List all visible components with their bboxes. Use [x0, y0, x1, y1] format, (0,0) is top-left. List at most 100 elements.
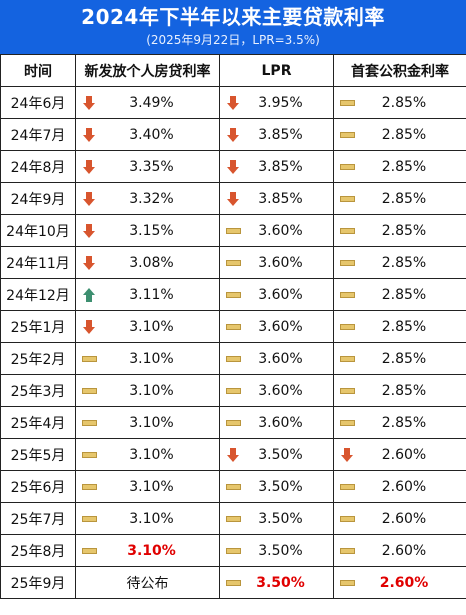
- fund-value: 2.85%: [381, 382, 427, 399]
- fund-value: 2.85%: [381, 126, 427, 143]
- flat-dash-icon: [338, 414, 356, 432]
- mortgage-value: 3.10%: [129, 414, 174, 431]
- month-cell: 25年6月: [0, 470, 76, 503]
- mortgage-value: 3.10%: [129, 478, 174, 495]
- mortgage-value: 3.11%: [129, 286, 174, 303]
- mortgage-cell: 3.32%: [75, 182, 220, 215]
- flat-dash-icon: [338, 222, 356, 240]
- table-row: 24年11月 3.08% 3.60% 2.85%: [0, 246, 466, 279]
- arrow-down-icon: [80, 126, 98, 144]
- lpr-value: 3.60%: [258, 254, 303, 271]
- mortgage-value: 待公布: [126, 575, 169, 592]
- flat-dash-icon: [224, 574, 242, 592]
- flat-dash-icon: [80, 350, 98, 368]
- lpr-value: 3.50%: [258, 446, 303, 463]
- fund-value: 2.85%: [381, 350, 427, 367]
- flat-dash-icon: [338, 510, 356, 528]
- mortgage-value: 3.10%: [129, 510, 174, 527]
- month-cell: 24年11月: [0, 246, 76, 279]
- lpr-cell: 3.50%: [219, 502, 334, 535]
- fund-value: 2.85%: [381, 414, 427, 431]
- lpr-cell: 3.50%: [219, 566, 334, 599]
- mortgage-value: 3.08%: [129, 254, 174, 271]
- fund-cell: 2.85%: [333, 182, 466, 215]
- fund-value: 2.60%: [381, 446, 427, 463]
- flat-dash-icon: [224, 350, 242, 368]
- lpr-value: 3.60%: [258, 222, 303, 239]
- lpr-value: 3.50%: [258, 542, 303, 559]
- fund-cell: 2.85%: [333, 118, 466, 151]
- mortgage-value: 3.10%: [127, 542, 176, 559]
- fund-value: 2.85%: [381, 286, 427, 303]
- lpr-value: 3.60%: [258, 414, 303, 431]
- fund-value: 2.60%: [381, 510, 427, 527]
- mortgage-value: 3.15%: [129, 222, 174, 239]
- fund-cell: 2.60%: [333, 566, 466, 599]
- fund-value: 2.60%: [381, 478, 427, 495]
- month-cell: 25年1月: [0, 310, 76, 343]
- table-row: 25年3月 3.10% 3.60% 2.85%: [0, 374, 466, 407]
- mortgage-value: 3.10%: [129, 350, 174, 367]
- arrow-down-icon: [224, 446, 242, 464]
- lpr-value: 3.85%: [258, 190, 303, 207]
- fund-cell: 2.85%: [333, 214, 466, 247]
- mortgage-cell: 3.11%: [75, 278, 220, 311]
- table-row: 25年1月 3.10% 3.60% 2.85%: [0, 310, 466, 343]
- flat-dash-icon: [338, 286, 356, 304]
- month-cell: 24年10月: [0, 214, 76, 247]
- flat-dash-icon: [80, 542, 98, 560]
- arrow-down-icon: [80, 318, 98, 336]
- month-cell: 25年9月: [0, 566, 76, 599]
- mortgage-value: 3.10%: [129, 318, 174, 335]
- lpr-value: 3.50%: [256, 574, 305, 591]
- fund-cell: 2.85%: [333, 310, 466, 343]
- table-row: 24年12月 3.11% 3.60% 2.85%: [0, 278, 466, 311]
- arrow-up-icon: [80, 286, 98, 304]
- lpr-value: 3.85%: [258, 158, 303, 175]
- table-row: 25年9月 待公布 3.50% 2.60%: [0, 566, 466, 599]
- lpr-cell: 3.50%: [219, 470, 334, 503]
- arrow-down-icon: [80, 190, 98, 208]
- fund-value: 2.60%: [381, 542, 427, 559]
- mortgage-cell: 3.10%: [75, 438, 220, 471]
- flat-dash-icon: [338, 94, 356, 112]
- month-cell: 24年12月: [0, 278, 76, 311]
- mortgage-value: 3.10%: [129, 382, 174, 399]
- arrow-down-icon: [80, 158, 98, 176]
- fund-cell: 2.85%: [333, 342, 466, 375]
- lpr-cell: 3.60%: [219, 406, 334, 439]
- lpr-value: 3.60%: [258, 286, 303, 303]
- lpr-cell: 3.95%: [219, 86, 334, 119]
- header-mortgage-rate: 新发放个人房贷利率: [75, 54, 220, 87]
- flat-dash-icon: [338, 158, 356, 176]
- flat-dash-icon: [338, 318, 356, 336]
- lpr-cell: 3.60%: [219, 246, 334, 279]
- lpr-value: 3.85%: [258, 126, 303, 143]
- mortgage-cell: 3.10%: [75, 406, 220, 439]
- flat-dash-icon: [338, 382, 356, 400]
- fund-cell: 2.60%: [333, 470, 466, 503]
- mortgage-cell: 3.40%: [75, 118, 220, 151]
- lpr-cell: 3.85%: [219, 182, 334, 215]
- table-header-row: 时间 新发放个人房贷利率 LPR 首套公积金利率: [0, 54, 466, 87]
- flat-dash-icon: [224, 542, 242, 560]
- fund-cell: 2.60%: [333, 534, 466, 567]
- arrow-down-icon: [80, 222, 98, 240]
- mortgage-cell: 3.08%: [75, 246, 220, 279]
- lpr-value: 3.50%: [258, 478, 303, 495]
- month-cell: 25年8月: [0, 534, 76, 567]
- fund-value: 2.85%: [381, 190, 427, 207]
- mortgage-cell: 3.10%: [75, 470, 220, 503]
- lpr-cell: 3.50%: [219, 438, 334, 471]
- arrow-down-icon: [80, 254, 98, 272]
- mortgage-value: 3.49%: [129, 94, 174, 111]
- flat-dash-icon: [224, 510, 242, 528]
- flat-dash-icon: [224, 382, 242, 400]
- flat-dash-icon: [224, 286, 242, 304]
- fund-cell: 2.85%: [333, 86, 466, 119]
- flat-dash-icon: [224, 414, 242, 432]
- mortgage-cell: 3.10%: [75, 374, 220, 407]
- table-body: 24年6月 3.49% 3.95% 2.85% 24年7月 3.40% 3.85% 2.85%…: [0, 86, 466, 599]
- month-cell: 24年9月: [0, 182, 76, 215]
- fund-cell: 2.85%: [333, 406, 466, 439]
